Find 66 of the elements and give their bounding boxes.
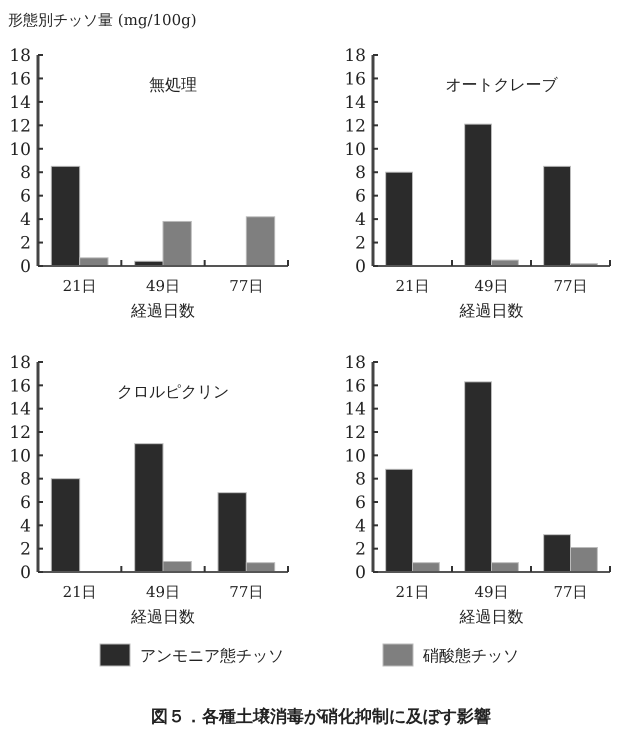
text: オートクレーブ [446, 75, 558, 94]
x-tick-label: 49日 [474, 277, 509, 295]
x-tick-label: 77日 [553, 583, 588, 601]
y-tick-label: 12 [9, 116, 31, 136]
y-tick-label: 0 [355, 257, 366, 277]
x-tick-label: 77日 [229, 583, 264, 601]
x-axis-title: 経過日数 [458, 301, 524, 320]
y-tick-label: 14 [9, 400, 31, 420]
y-tick-label: 8 [355, 163, 366, 184]
y-tick-label: 2 [20, 234, 31, 254]
y-tick-label: 12 [344, 423, 366, 443]
y-tick-label: 6 [20, 493, 31, 513]
y-tick-label: 2 [355, 234, 366, 254]
y-tick-label: 8 [355, 470, 366, 490]
y-tick-label: 6 [355, 493, 366, 513]
y-tick-label: 18 [344, 46, 366, 66]
legend-label: 硝酸態チッソ [422, 646, 519, 665]
y-tick-label: 16 [344, 69, 366, 90]
x-tick-label: 49日 [146, 583, 180, 601]
y-tick-label: 10 [344, 140, 366, 160]
y-tick-label: 8 [20, 470, 31, 490]
y-tick-label: 4 [20, 210, 31, 230]
y-tick-label: 18 [344, 353, 366, 373]
legend-label: アンモニア態チッソ [140, 646, 284, 665]
text: 無処理 [149, 75, 197, 94]
y-tick-label: 0 [20, 563, 31, 583]
y-tick-label: 14 [9, 92, 31, 113]
y-tick-label: 14 [344, 92, 366, 113]
x-tick-label: 21日 [62, 277, 97, 295]
x-tick-label: 21日 [395, 277, 430, 295]
y-tick-label: 6 [355, 186, 366, 207]
x-tick-label: 49日 [474, 583, 509, 601]
y-tick-label: 6 [20, 186, 31, 207]
x-tick-label: 77日 [229, 277, 264, 295]
y-tick-label: 16 [9, 69, 31, 90]
y-tick-label: 2 [355, 540, 366, 560]
bar [385, 172, 413, 266]
x-axis-title: 経過日数 [130, 301, 195, 320]
y-tick-label: 12 [9, 423, 31, 443]
y-tick-label: 8 [20, 163, 31, 184]
y-axis-title: 形態別チッソ量 (mg/100g) [8, 11, 197, 29]
y-tick-label: 4 [20, 516, 31, 536]
x-tick-label: 21日 [62, 583, 97, 601]
y-tick-label: 18 [9, 46, 31, 66]
y-tick-label: 18 [9, 353, 31, 373]
x-axis-title: 経過日数 [130, 607, 195, 626]
y-tick-label: 4 [355, 516, 366, 536]
y-tick-label: 14 [344, 400, 366, 420]
caption: 図５．各種土壌消毒が硝化抑制に及ぼす影響 [151, 707, 491, 727]
y-tick-label: 0 [355, 563, 366, 583]
x-tick-label: 77日 [553, 277, 588, 295]
y-tick-label: 10 [9, 140, 31, 160]
x-tick-label: 49日 [146, 277, 180, 295]
x-tick-label: 21日 [395, 583, 430, 601]
y-tick-label: 0 [20, 257, 31, 277]
y-tick-label: 10 [344, 446, 366, 466]
bar [246, 216, 276, 266]
y-tick-label: 4 [355, 210, 366, 230]
y-tick-label: 16 [344, 376, 366, 396]
y-tick-label: 16 [9, 376, 31, 396]
x-axis-title: 経過日数 [458, 607, 524, 626]
y-tick-label: 10 [9, 446, 31, 466]
y-tick-label: 12 [344, 116, 366, 136]
bar [50, 478, 80, 572]
text: クロルピクリン [117, 382, 229, 401]
y-tick-label: 2 [20, 540, 31, 560]
